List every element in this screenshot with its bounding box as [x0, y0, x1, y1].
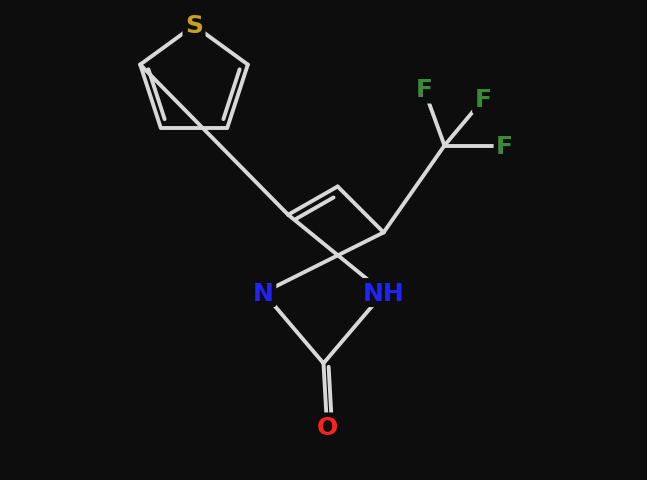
Text: S: S	[185, 14, 203, 38]
Text: F: F	[496, 134, 513, 158]
Text: NH: NH	[363, 281, 404, 305]
Text: F: F	[496, 134, 513, 158]
Text: F: F	[475, 88, 492, 112]
Text: F: F	[415, 78, 432, 102]
Text: NH: NH	[363, 281, 404, 305]
Text: N: N	[253, 281, 274, 305]
Text: S: S	[185, 14, 203, 38]
Text: O: O	[316, 415, 338, 439]
Text: O: O	[316, 415, 338, 439]
Text: F: F	[415, 78, 432, 102]
Text: F: F	[475, 88, 492, 112]
Text: N: N	[253, 281, 274, 305]
